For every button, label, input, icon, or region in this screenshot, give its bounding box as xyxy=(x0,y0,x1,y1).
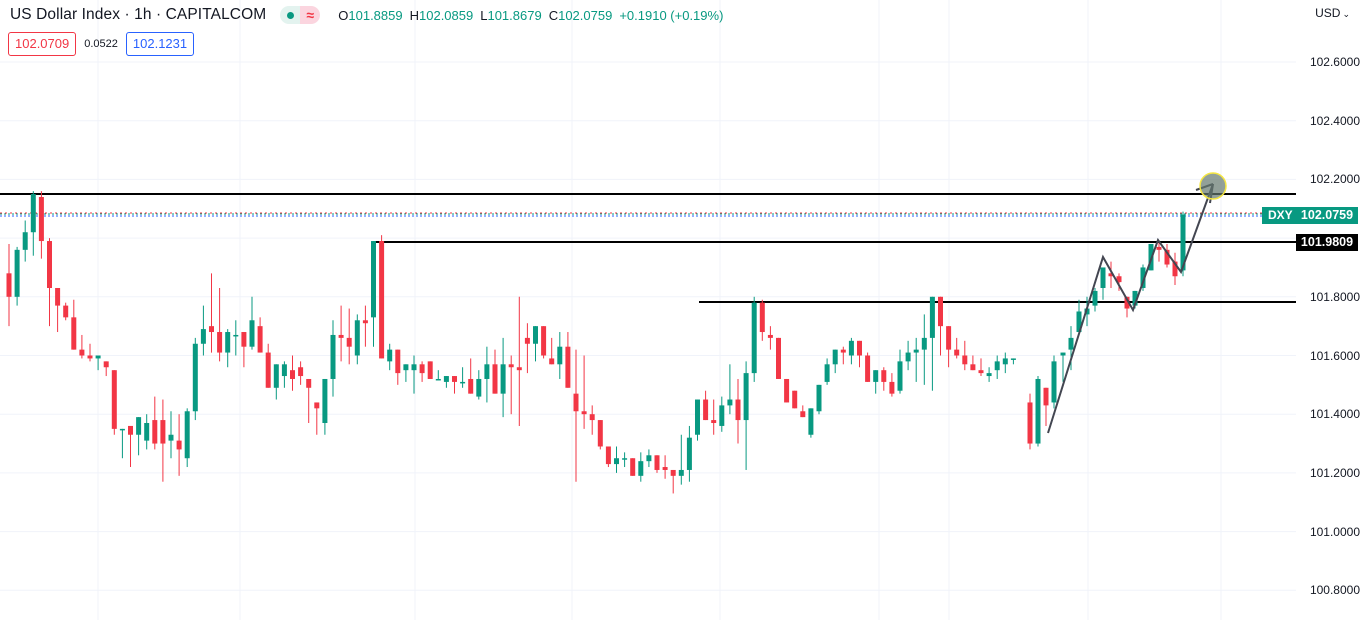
currency-select[interactable]: USD ⌄ xyxy=(1315,6,1350,20)
price-tick-label: 100.8000 xyxy=(1309,583,1360,598)
close-value: 102.0759 xyxy=(558,7,613,23)
price-tick-label: 101.4000 xyxy=(1309,407,1360,422)
price-tick-label: 101.2000 xyxy=(1309,465,1360,480)
symbol-title[interactable]: US Dollar Index · 1h · CAPITALCOM xyxy=(10,6,267,23)
market-status[interactable]: ≈ xyxy=(280,6,321,24)
symbol-tag: DXY xyxy=(1262,207,1299,224)
high-value: 102.0859 xyxy=(419,7,474,23)
zigzag-drawing[interactable] xyxy=(1047,172,1227,434)
last-price-tag: 102.0759 xyxy=(1296,207,1358,224)
price-tick-label: 102.6000 xyxy=(1309,55,1360,69)
horizontal-levels xyxy=(0,193,1296,303)
buy-button[interactable]: 102.1231 xyxy=(125,32,195,56)
price-tick-label: 101.8000 xyxy=(1309,289,1360,304)
level-price-tag: 101.9809 xyxy=(1296,234,1358,251)
change-value: +0.1910 (+0.19%) xyxy=(619,7,724,23)
spread-value: 0.0522 xyxy=(84,38,118,50)
low-value: 101.8679 xyxy=(487,7,542,23)
market-open-dot-icon xyxy=(286,11,294,19)
price-tick-label: 102.4000 xyxy=(1309,113,1360,128)
price-tick-label: 101.0000 xyxy=(1309,524,1360,539)
open-value: 101.8859 xyxy=(348,7,403,23)
candlesticks xyxy=(6,191,1016,494)
price-tick-label: 102.2000 xyxy=(1309,172,1360,187)
price-tick-label: 101.6000 xyxy=(1309,348,1360,363)
chevron-down-icon: ⌄ xyxy=(1342,9,1350,19)
approx-wave-icon: ≈ xyxy=(300,6,321,24)
chart-grid xyxy=(0,0,1296,620)
target-marker-icon[interactable] xyxy=(1199,172,1227,200)
chart-legend: US Dollar Index · 1h · CAPITALCOM ≈ O101… xyxy=(10,6,723,24)
trade-buttons: 102.0709 0.0522 102.1231 xyxy=(8,32,195,56)
ohlc-values: O101.8859 H102.0859 L101.8679 C102.0759 … xyxy=(338,7,724,23)
sell-button[interactable]: 102.0709 xyxy=(8,32,77,56)
